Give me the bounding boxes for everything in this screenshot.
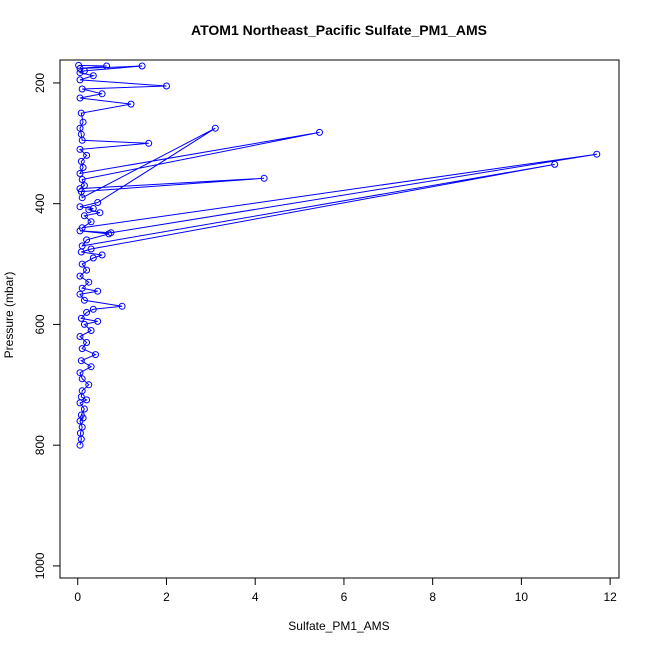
- data-point: [94, 287, 102, 295]
- data-point: [94, 317, 102, 325]
- data-point: [103, 62, 111, 70]
- y-tick-label: 600: [33, 314, 47, 334]
- data-point: [78, 242, 86, 250]
- data-point: [76, 290, 84, 298]
- data-point: [76, 272, 84, 280]
- data-point: [78, 345, 86, 353]
- data-point: [551, 160, 559, 168]
- plot-frame: [59, 59, 620, 579]
- y-axis-label: Pressure (mbar): [2, 272, 16, 359]
- data-point: [77, 157, 85, 165]
- x-tick-label: 10: [515, 590, 529, 604]
- data-point: [87, 363, 95, 371]
- data-point: [76, 69, 84, 77]
- data-point: [76, 369, 84, 377]
- data-point: [92, 351, 99, 359]
- series-line: [78, 64, 597, 446]
- data-point: [107, 229, 115, 237]
- data-point: [76, 94, 84, 102]
- data-point: [98, 251, 106, 259]
- data-point: [78, 176, 86, 183]
- y-tick-label: 1000: [33, 552, 47, 579]
- data-point: [80, 182, 88, 190]
- plot-area: [75, 61, 601, 449]
- data-point: [83, 308, 91, 316]
- data-point: [78, 423, 86, 431]
- data-point: [76, 170, 84, 177]
- data-point: [80, 212, 88, 220]
- data-point: [78, 224, 86, 232]
- y-tick-label: 800: [33, 435, 47, 455]
- data-point: [77, 314, 85, 322]
- data-point: [77, 411, 85, 419]
- data-point: [78, 260, 86, 268]
- data-point: [76, 145, 84, 153]
- data-point: [316, 128, 323, 136]
- data-point: [78, 284, 86, 292]
- data-point: [80, 296, 88, 304]
- data-point: [87, 245, 95, 253]
- data-point: [89, 254, 97, 262]
- data-point: [85, 206, 93, 214]
- data-point: [118, 302, 126, 310]
- data-point: [83, 396, 91, 404]
- data-point: [138, 62, 146, 70]
- data-point: [87, 218, 95, 226]
- x-axis: 0 2 4 6 8 10 12: [74, 577, 617, 604]
- data-point: [80, 405, 88, 413]
- x-tick-label: 0: [74, 590, 81, 604]
- data-point: [145, 139, 153, 147]
- data-point: [77, 357, 85, 365]
- x-axis-label: Sulfate_PM1_AMS: [288, 619, 389, 633]
- data-point: [85, 381, 93, 389]
- data-point: [83, 236, 91, 244]
- y-axis: 200 400 600 800 1000: [33, 73, 61, 579]
- data-point: [76, 76, 84, 84]
- x-tick-label: 4: [252, 590, 259, 604]
- y-tick-label: 400: [33, 193, 47, 213]
- data-point: [83, 339, 91, 346]
- data-point: [593, 150, 601, 158]
- data-point: [127, 100, 135, 108]
- y-tick-label: 200: [33, 73, 47, 93]
- data-point: [77, 109, 85, 117]
- data-point: [98, 90, 106, 98]
- data-point: [163, 82, 170, 90]
- x-tick-label: 8: [429, 590, 436, 604]
- x-tick-label: 12: [603, 590, 617, 604]
- data-point: [79, 118, 87, 126]
- data-point: [87, 327, 95, 334]
- data-point: [80, 320, 88, 328]
- data-point: [89, 72, 97, 80]
- x-tick-label: 2: [163, 590, 170, 604]
- data-point: [83, 151, 91, 159]
- data-point: [76, 124, 84, 132]
- data-point: [94, 199, 102, 206]
- chart-title: ATOM1 Northeast_Pacific Sulfate_PM1_AMS: [191, 22, 487, 38]
- data-point: [83, 266, 91, 274]
- data-point: [78, 387, 86, 395]
- data-point: [75, 61, 83, 69]
- data-point: [78, 375, 86, 383]
- data-point: [78, 85, 86, 93]
- x-tick-label: 6: [341, 590, 348, 604]
- data-point: [89, 205, 97, 212]
- data-point: [79, 164, 87, 171]
- data-point: [96, 209, 104, 217]
- data-point: [76, 203, 84, 211]
- data-point: [76, 333, 84, 340]
- data-point: [85, 278, 93, 286]
- data-point: [89, 305, 97, 313]
- data-point: [211, 124, 219, 132]
- data-point: [260, 174, 268, 182]
